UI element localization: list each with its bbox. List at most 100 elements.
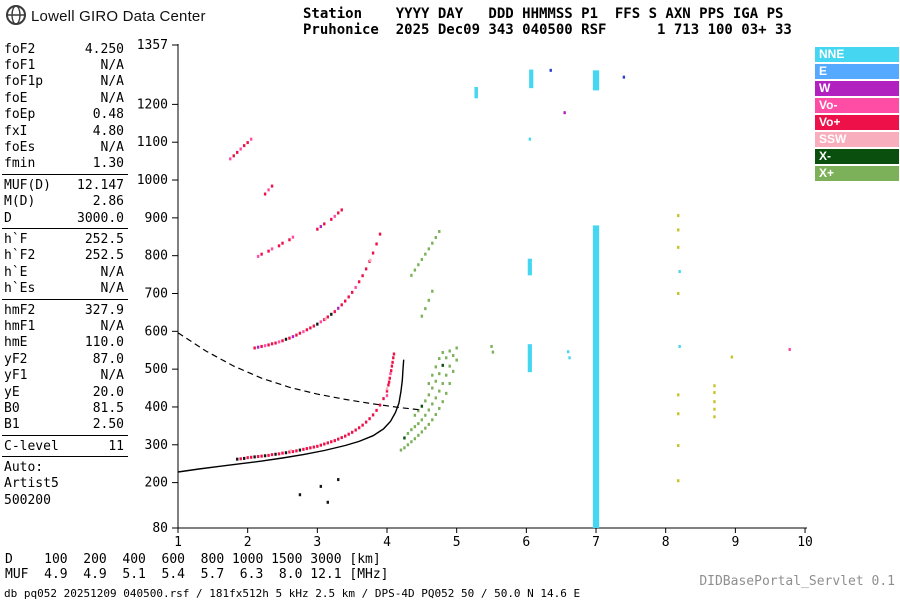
echo-point — [340, 208, 343, 212]
app-title: Lowell GIRO Data Center — [31, 8, 206, 25]
parameter-label: D — [4, 210, 12, 226]
electron-density-profile-curve — [177, 359, 405, 473]
echo-point — [491, 350, 495, 354]
echo-point — [236, 457, 239, 461]
echo-point — [563, 111, 566, 115]
parameter-label: foEs — [4, 140, 36, 156]
echo-point — [427, 408, 431, 412]
panel-divider — [2, 456, 128, 458]
echo-point — [333, 214, 336, 218]
echo-point — [448, 349, 451, 353]
echo-point — [249, 455, 253, 459]
legend-item-nne: NNE — [815, 47, 899, 62]
rfi-bar — [474, 86, 478, 99]
parameter-label: B1 — [4, 417, 20, 433]
parameter-label: hmF2 — [4, 302, 36, 318]
echo-point — [270, 342, 274, 346]
parameter-label: yE — [4, 384, 20, 400]
parameter-label: foF2 — [4, 41, 36, 57]
y-tick-label: 700 — [145, 286, 168, 301]
parameter-row: foEp 0.48 — [4, 107, 124, 123]
echo-point — [347, 295, 350, 299]
echo-point — [284, 337, 288, 341]
echo-point — [427, 247, 431, 251]
parameter-label: fmin — [4, 156, 36, 172]
dmuf-muf-row: MUF 4.9 4.9 5.1 5.4 5.7 6.3 8.0 12.1 [MH… — [5, 567, 389, 582]
parameter-value: N/A — [100, 58, 124, 74]
parameter-row: D 3000.0 — [4, 210, 124, 226]
echo-point — [451, 369, 455, 373]
echo-point — [340, 436, 343, 440]
echo-point — [445, 356, 448, 360]
parameter-value: 252.5 — [84, 248, 124, 264]
parameter-label: fxI — [4, 123, 28, 139]
echo-point — [364, 420, 368, 424]
legend-item-x: X+ — [815, 166, 899, 181]
rfi-bar — [529, 69, 534, 89]
echo-point — [427, 382, 431, 386]
echo-point — [364, 267, 368, 271]
parameter-label: foE — [4, 90, 28, 106]
autoscaling-info-line: 500200 — [4, 492, 51, 508]
echo-point — [438, 357, 441, 361]
echo-point — [441, 382, 444, 386]
echo-point — [302, 330, 305, 334]
echo-point — [260, 344, 263, 348]
echo-point — [281, 241, 284, 245]
rfi-bar — [592, 225, 600, 528]
echo-point — [455, 346, 458, 350]
echo-point — [438, 229, 441, 233]
echo-point — [295, 449, 298, 453]
echo-point — [677, 291, 680, 295]
x-tick-label: 4 — [383, 535, 391, 550]
y-tick-label: 600 — [145, 324, 168, 339]
parameter-value: 1.30 — [92, 156, 124, 172]
echo-point — [324, 317, 327, 321]
parameter-row: fxI 4.80 — [4, 123, 124, 139]
echo-point — [309, 446, 312, 450]
y-tick-label: 1357 — [137, 38, 168, 53]
parameter-value: N/A — [100, 90, 124, 106]
echo-point — [566, 350, 570, 354]
parameter-row: foF1 N/A — [4, 57, 124, 73]
parameter-row: M(D) 2.86 — [4, 194, 124, 210]
echo-point — [256, 455, 260, 459]
echo-point — [677, 444, 680, 448]
echo-point — [289, 449, 293, 453]
echo-point — [326, 500, 329, 504]
echo-point — [288, 238, 291, 242]
parameter-label: C-level — [4, 438, 59, 454]
parameter-row: B0 81.5 — [4, 400, 124, 416]
echo-point — [431, 241, 434, 245]
parameter-panel: foF2 4.250 foF1 N/A foF1p N/A foE N/A foEp 0.48 fx… — [2, 41, 128, 509]
x-tick-label: 10 — [797, 535, 813, 550]
echo-point — [305, 328, 309, 332]
echo-point — [260, 252, 263, 256]
echo-point — [371, 413, 375, 417]
echo-point — [260, 454, 263, 458]
parameter-label: hmE — [4, 335, 28, 351]
echo-point — [368, 417, 371, 421]
echo-point — [330, 217, 333, 221]
echo-point — [417, 409, 420, 413]
echo-point — [340, 303, 343, 307]
echo-point — [357, 280, 361, 284]
station-info-block: Station YYYY DAY DDD HHMMSS P1 FFS S AXN… — [303, 6, 792, 38]
parameter-value: 2.86 — [92, 194, 124, 210]
parameter-row: h`F 252.5 — [4, 231, 124, 247]
panel-divider — [2, 174, 128, 176]
y-tick-label: 1100 — [137, 135, 168, 150]
echo-point — [309, 326, 312, 330]
parameter-value: 87.0 — [92, 351, 124, 367]
echo-point — [568, 356, 571, 360]
echo-point — [713, 407, 716, 411]
echo-point — [392, 352, 396, 356]
echo-point — [319, 484, 323, 488]
echo-point — [385, 394, 389, 398]
echo-point — [387, 383, 390, 387]
echo-point — [323, 442, 326, 446]
echo-point — [263, 192, 267, 196]
echo-point — [434, 413, 437, 417]
echo-point — [288, 336, 291, 340]
